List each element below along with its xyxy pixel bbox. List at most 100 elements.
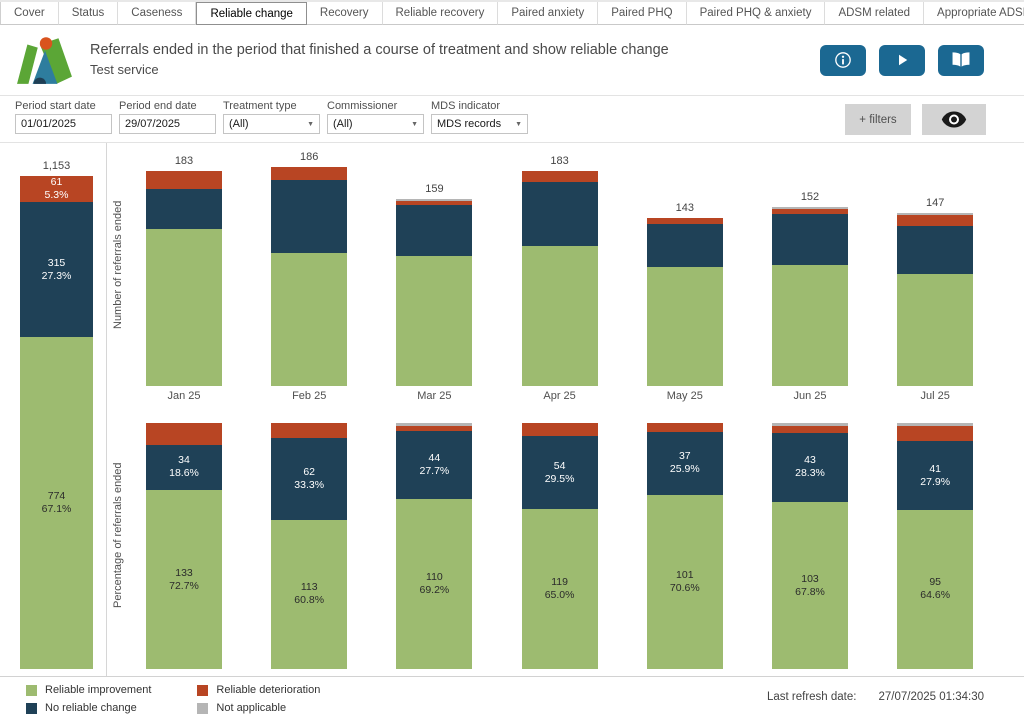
filter-input-period-end-date[interactable] <box>119 114 216 134</box>
tab-reliable-recovery[interactable]: Reliable recovery <box>382 2 499 25</box>
tab-caseness[interactable]: Caseness <box>118 2 197 25</box>
segment-improvement[interactable]: 110 69.2% <box>396 498 473 669</box>
segment-deterioration[interactable] <box>897 215 974 226</box>
segment-not_applicable[interactable] <box>897 423 974 427</box>
segment-improvement[interactable] <box>396 256 473 386</box>
period-end-date-field[interactable] <box>120 115 215 133</box>
guide-book-button[interactable] <box>938 44 984 76</box>
segment-improvement[interactable] <box>897 274 974 386</box>
report-header: Referrals ended in the period that finis… <box>0 25 1024 95</box>
segment-no_change[interactable] <box>396 204 473 257</box>
segment-percent: 70.6% <box>669 582 700 595</box>
filter-group-period-start-date: Period start date <box>15 96 112 142</box>
segment-deterioration[interactable]: 61 5.3% <box>20 176 93 203</box>
legend-label: Reliable deterioration <box>216 684 321 696</box>
segment-improvement[interactable] <box>646 267 723 386</box>
info-button[interactable] <box>820 44 866 76</box>
segment-deterioration[interactable] <box>521 170 598 183</box>
tab-adsm-related[interactable]: ADSM related <box>825 2 925 25</box>
tab-paired-phq-anxiety[interactable]: Paired PHQ & anxiety <box>686 2 826 25</box>
segment-improvement[interactable]: 119 65.0% <box>521 509 598 669</box>
segment-deterioration[interactable] <box>396 201 473 205</box>
segment-deterioration[interactable] <box>146 170 222 190</box>
segment-no_change[interactable] <box>772 214 848 265</box>
filter-input-period-start-date[interactable] <box>15 114 112 134</box>
tab-cover[interactable]: Cover <box>1 2 59 25</box>
segment-no_change[interactable]: 41 27.9% <box>897 441 974 510</box>
segment-no_change[interactable] <box>646 223 723 268</box>
segment-count: 44 <box>428 451 441 464</box>
segment-label: 774 67.1% <box>20 490 93 516</box>
segment-no_change[interactable]: 54 29.5% <box>521 436 598 510</box>
segment-deterioration[interactable] <box>271 423 348 438</box>
show-hide-eye-button[interactable] <box>922 104 986 135</box>
segment-deterioration[interactable] <box>772 209 848 215</box>
tab-recovery[interactable]: Recovery <box>306 2 383 25</box>
segment-improvement[interactable] <box>271 252 348 386</box>
tab-status[interactable]: Status <box>58 2 119 25</box>
segment-improvement[interactable]: 101 70.6% <box>646 495 723 669</box>
legend-swatch-deterioration <box>197 684 209 696</box>
segment-not_applicable[interactable] <box>396 423 473 427</box>
segment-improvement[interactable] <box>146 229 222 386</box>
segment-no_change[interactable] <box>897 225 974 275</box>
legend-swatch-no_change <box>26 702 37 714</box>
percent-bar-feb-25: 62 33.3% 113 60.8% <box>271 423 348 669</box>
segment-improvement[interactable]: 113 60.8% <box>271 519 348 669</box>
filter-group-period-end-date: Period end date <box>119 96 216 142</box>
segment-deterioration[interactable] <box>897 426 974 442</box>
filter-dropdown-commissioner[interactable]: (All) ▼ <box>327 114 424 134</box>
segment-not_applicable[interactable] <box>772 207 848 210</box>
play-button[interactable] <box>879 44 925 76</box>
segment-no_change[interactable]: 34 18.6% <box>146 444 222 491</box>
x-axis-label-feb-25: Feb 25 <box>292 390 327 402</box>
period-start-date-field[interactable] <box>16 115 111 133</box>
tab-paired-phq[interactable]: Paired PHQ <box>598 2 687 25</box>
segment-deterioration[interactable] <box>772 426 848 433</box>
segment-not_applicable[interactable] <box>897 212 974 216</box>
open-book-icon <box>952 52 970 67</box>
segment-no_change[interactable]: 62 33.3% <box>271 437 348 520</box>
tab-appropriate-adsm[interactable]: Appropriate ADSM <box>924 2 1024 25</box>
tab-reliable-change[interactable]: Reliable change <box>196 2 307 25</box>
segment-no_change[interactable]: 315 27.3% <box>20 202 93 338</box>
segment-not_applicable[interactable] <box>772 423 848 427</box>
legend-column: Reliable deterioration Not applicable <box>197 684 320 714</box>
segment-deterioration[interactable] <box>646 423 723 432</box>
segment-no_change[interactable]: 44 27.7% <box>396 430 473 499</box>
filter-dropdown-treatment-type[interactable]: (All) ▼ <box>223 114 320 134</box>
segment-deterioration[interactable] <box>396 426 473 431</box>
segment-count: 113 <box>300 581 318 594</box>
filter-group-commissioner: Commissioner (All) ▼ <box>327 96 424 142</box>
segment-deterioration[interactable] <box>646 217 723 224</box>
segment-deterioration[interactable] <box>271 167 348 180</box>
total-label-feb-25: 186 <box>300 151 319 164</box>
legend-item-reliable-deterioration: Reliable deterioration <box>197 684 320 696</box>
percent-bar-jul-25: 41 27.9% 95 64.6% <box>897 423 974 669</box>
segment-not_applicable[interactable] <box>396 198 473 202</box>
segment-no_change[interactable] <box>271 180 348 253</box>
segment-percent: 69.2% <box>419 583 450 596</box>
segment-no_change[interactable]: 37 25.9% <box>646 431 723 496</box>
x-axis-label-jun-25: Jun 25 <box>793 390 827 402</box>
segment-deterioration[interactable] <box>146 423 222 445</box>
segment-count: 103 <box>801 572 819 585</box>
filter-dropdown-mds-indicator[interactable]: MDS records ▼ <box>431 114 528 134</box>
segment-improvement[interactable]: 95 64.6% <box>897 510 974 669</box>
service-name: Test service <box>90 62 159 77</box>
segment-no_change[interactable] <box>521 182 598 246</box>
segment-count: 101 <box>676 569 694 582</box>
add-filters-button[interactable]: + filters <box>845 104 911 135</box>
segment-count: 119 <box>551 575 568 588</box>
segment-improvement[interactable]: 774 67.1% <box>20 337 93 669</box>
segment-improvement[interactable]: 103 67.8% <box>772 502 848 669</box>
segment-improvement[interactable]: 133 72.7% <box>146 490 222 669</box>
segment-label: 41 27.9% <box>897 463 973 489</box>
segment-improvement[interactable] <box>521 245 598 386</box>
segment-no_change[interactable]: 43 28.3% <box>772 432 848 503</box>
tab-paired-anxiety[interactable]: Paired anxiety <box>498 2 599 25</box>
segment-improvement[interactable] <box>772 264 848 386</box>
app-logo <box>17 37 72 84</box>
segment-no_change[interactable] <box>146 189 222 230</box>
segment-deterioration[interactable] <box>521 423 598 437</box>
